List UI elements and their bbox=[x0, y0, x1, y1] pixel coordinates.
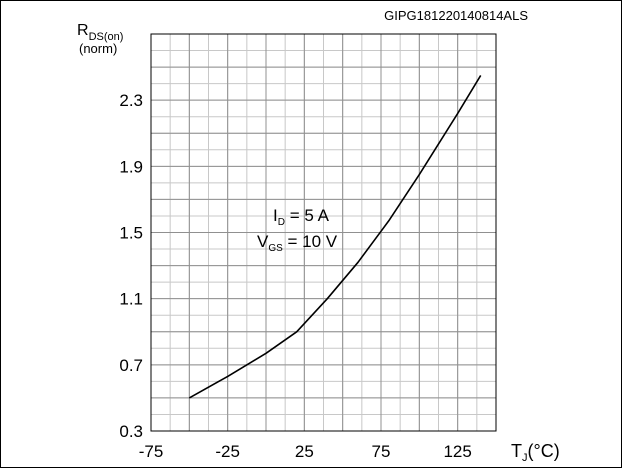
annotation-voltage: VGS = 10 V bbox=[257, 232, 338, 254]
x-axis-label-main: T bbox=[511, 441, 522, 461]
annotation-current-value: = 5 A bbox=[285, 206, 330, 225]
y-tick-label: 1.9 bbox=[119, 157, 143, 176]
annotation-voltage-main: V bbox=[257, 232, 269, 251]
y-tick-label: 2.3 bbox=[119, 91, 143, 110]
y-axis-label-main: R bbox=[77, 22, 89, 39]
x-axis-label-sub: J bbox=[522, 452, 528, 464]
y-tick-label: 0.7 bbox=[119, 356, 143, 375]
annotation-voltage-value: = 10 V bbox=[283, 232, 338, 251]
y-tick-label: 0.3 bbox=[119, 422, 143, 441]
annotation-current-sub: D bbox=[278, 217, 285, 228]
y-axis-unit: (norm) bbox=[79, 41, 117, 56]
figure-id: GIPG181220140814ALS bbox=[384, 8, 528, 23]
y-axis-label-sub: DS(on) bbox=[89, 31, 124, 43]
y-tick-label: 1.1 bbox=[119, 290, 143, 309]
annotation-voltage-sub: GS bbox=[268, 243, 283, 254]
series-line bbox=[188, 74, 482, 399]
x-tick-label: 125 bbox=[443, 442, 471, 461]
annotation-current-main: I bbox=[273, 206, 278, 225]
x-axis-label: TJ(°C) bbox=[511, 441, 560, 464]
series-layer bbox=[188, 74, 482, 399]
x-tick-label: -25 bbox=[215, 442, 240, 461]
y-tick-labels: 0.3 0.7 1.1 1.5 1.9 2.3 bbox=[119, 91, 143, 441]
x-tick-labels: -75 -25 25 75 125 bbox=[139, 442, 472, 461]
x-tick-label: -75 bbox=[139, 442, 164, 461]
plot-border bbox=[150, 33, 497, 432]
x-axis-unit: (°C) bbox=[528, 441, 560, 461]
annotation-current: ID = 5 A bbox=[273, 206, 330, 228]
y-axis-label: RDS(on) bbox=[77, 22, 123, 43]
y-tick-label: 1.5 bbox=[119, 224, 143, 243]
x-tick-label: 75 bbox=[372, 442, 391, 461]
x-tick-label: 25 bbox=[295, 442, 314, 461]
